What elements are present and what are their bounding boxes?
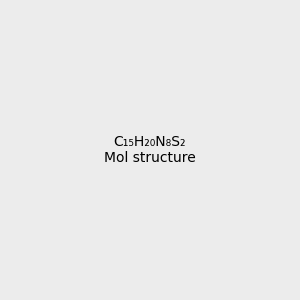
Text: C₁₅H₂₀N₈S₂
Mol structure: C₁₅H₂₀N₈S₂ Mol structure — [104, 135, 196, 165]
